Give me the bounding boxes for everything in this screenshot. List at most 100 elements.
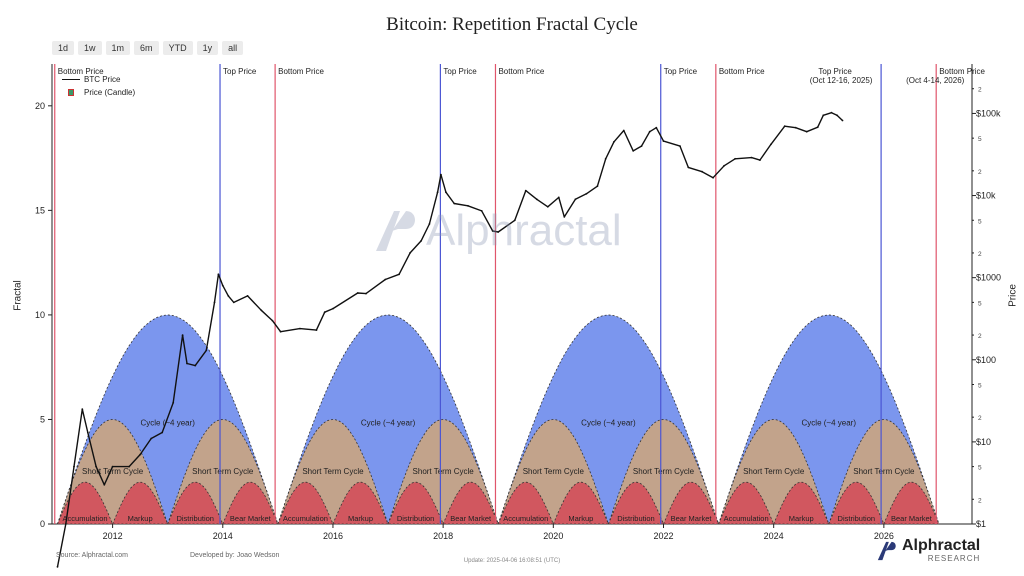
line-swatch-icon [62, 79, 80, 80]
phase-label: Accumulation [283, 514, 328, 523]
btc-price-point [111, 465, 114, 468]
btc-price-point [770, 143, 772, 146]
btc-price-point [398, 273, 400, 276]
top-price-label: Top Price [443, 67, 477, 76]
x-tick-label: 2022 [653, 531, 673, 541]
short-cycle-label: Short Term Cycle [853, 467, 915, 476]
btc-price-point [453, 202, 456, 205]
btc-price-point [73, 465, 75, 468]
btc-price-point [436, 191, 439, 194]
right-minor-tick-label: 5 [978, 218, 982, 225]
range-button-1y[interactable]: 1y [196, 41, 219, 55]
phase-arch [442, 481, 499, 525]
btc-price-point [95, 465, 97, 468]
footer-developer: Developed by: Joao Wedson [190, 552, 280, 559]
btc-price-point [480, 210, 483, 212]
btc-price-point [805, 130, 808, 133]
logo-brand: Alphractal [902, 537, 981, 554]
btc-price-point [279, 330, 282, 333]
phase-label: Distribution [838, 514, 876, 523]
btc-price-point [428, 223, 431, 225]
phase-arch [277, 481, 334, 525]
right-minor-tick-label: 5 [978, 382, 982, 389]
right-minor-tick-label: 2 [978, 251, 982, 258]
btc-price-point [622, 129, 625, 132]
btc-price-point [81, 408, 84, 411]
footer-source: Source: Alphractal.com [56, 552, 128, 559]
bottom-price-label: Bottom Price [939, 67, 985, 76]
right-tick-label: $1 [976, 519, 986, 529]
range-selector: 1d 1w 1m 6m YTD 1y all [52, 41, 244, 55]
btc-price-point [260, 309, 263, 312]
phase-arch [387, 481, 444, 525]
phase-arch [773, 481, 830, 525]
btc-price-point [687, 166, 690, 169]
phase-arch [552, 481, 610, 525]
phase-arch [828, 481, 885, 525]
right-tick-label: $1000 [976, 273, 1001, 283]
logo-sub: RESEARCH [927, 554, 981, 563]
x-tick-label: 2020 [543, 531, 563, 541]
range-button-all[interactable]: all [222, 41, 244, 55]
cycle-label: Cycle (~4 year) [361, 419, 416, 428]
btc-price-point [557, 196, 560, 199]
btc-price-point [172, 401, 175, 404]
chart-title: Bitcoin: Repetition Fractal Cycle [386, 14, 638, 35]
phase-label: Distribution [397, 514, 435, 523]
left-tick-label: 5 [40, 414, 45, 424]
right-tick-label: $10 [976, 437, 991, 447]
range-button-ytd[interactable]: YTD [162, 41, 193, 55]
btc-price-point [332, 307, 334, 310]
short-cycle-label: Short Term Cycle [192, 467, 254, 476]
phase-label: Bear Market [671, 514, 713, 523]
btc-price-point [213, 301, 216, 304]
cycle-label: Cycle (~4 year) [140, 419, 195, 428]
bottom-price-label: Bottom Price [58, 67, 104, 76]
phase-label: Accumulation [63, 514, 108, 523]
btc-price-point [712, 176, 714, 179]
top-price-label: Top Price [664, 67, 698, 76]
range-button-1d[interactable]: 1d [52, 41, 75, 55]
watermark-text: Alphractal [426, 206, 622, 255]
legend-item-btc-price[interactable]: BTC Price [62, 73, 135, 86]
right-minor-tick-label: 5 [978, 136, 982, 143]
range-button-1w[interactable]: 1w [78, 41, 102, 55]
phase-label: Accumulation [503, 514, 548, 523]
range-button-6m[interactable]: 6m [134, 41, 159, 55]
phase-label: Markup [568, 514, 593, 523]
alphractal-logo: Alphractal RESEARCH [876, 538, 980, 563]
phase-arch [222, 481, 279, 525]
phase-label: Bear Market [450, 514, 492, 523]
right-minor-tick-label: 2 [978, 333, 982, 340]
right-minor-tick-label: 2 [978, 497, 982, 504]
alphractal-logo-icon [877, 541, 896, 560]
btc-price-point [640, 145, 643, 148]
phase-label: Markup [789, 514, 814, 523]
phase-label: Distribution [176, 514, 214, 523]
btc-price-point [271, 319, 274, 322]
footer-update: Update: 2025-04-06 16:08:51 (UTC) [463, 558, 561, 564]
btc-price-point [794, 126, 797, 129]
btc-price-point [524, 189, 527, 192]
btc-price-point [103, 483, 106, 486]
right-minor-tick-label: 5 [978, 300, 982, 307]
left-tick-label: 15 [35, 205, 45, 215]
legend-label-btc-price: BTC Price [84, 75, 121, 84]
short-cycle-label: Short Term Cycle [743, 467, 805, 476]
right-axis-title: Price [1007, 284, 1019, 307]
btc-price-point [194, 364, 197, 367]
btc-price-point [299, 327, 301, 330]
btc-price-point [128, 465, 131, 468]
phase-arch [167, 481, 224, 525]
btc-price-point [546, 205, 549, 208]
right-minor-tick-label: 5 [978, 465, 982, 472]
btc-price-point [139, 453, 142, 456]
legend-item-candle[interactable]: Price (Candle) [62, 86, 135, 99]
btc-price-point [734, 157, 736, 160]
range-button-1m[interactable]: 1m [105, 41, 131, 55]
short-cycle-label: Short Term Cycle [523, 467, 585, 476]
btc-price-point [384, 278, 387, 281]
btc-price-point [655, 126, 658, 129]
btc-price-point [64, 523, 67, 525]
